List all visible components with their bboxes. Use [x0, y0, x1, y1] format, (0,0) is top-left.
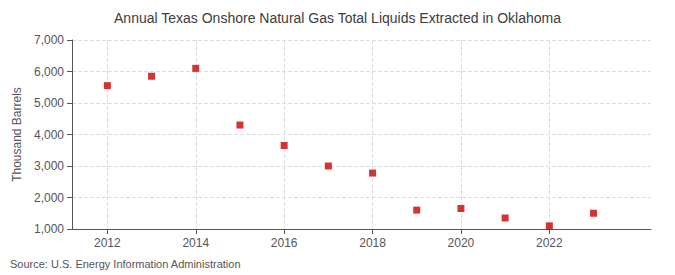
svg-text:2012: 2012 — [94, 236, 121, 250]
svg-text:1,000: 1,000 — [34, 222, 64, 236]
svg-text:2020: 2020 — [448, 236, 475, 250]
svg-text:2018: 2018 — [359, 236, 386, 250]
svg-text:Thousand Barrels: Thousand Barrels — [10, 87, 24, 182]
svg-text:4,000: 4,000 — [34, 128, 64, 142]
svg-text:2,000: 2,000 — [34, 191, 64, 205]
svg-text:2014: 2014 — [182, 236, 209, 250]
svg-text:3,000: 3,000 — [34, 159, 64, 173]
svg-text:2022: 2022 — [536, 236, 563, 250]
svg-text:Source: U.S. Energy Informatio: Source: U.S. Energy Information Administ… — [10, 258, 241, 270]
svg-text:6,000: 6,000 — [34, 65, 64, 79]
svg-text:7,000: 7,000 — [34, 33, 64, 47]
svg-text:2016: 2016 — [271, 236, 298, 250]
svg-text:5,000: 5,000 — [34, 96, 64, 110]
svg-text:Annual Texas Onshore Natural G: Annual Texas Onshore Natural Gas Total L… — [114, 10, 561, 26]
